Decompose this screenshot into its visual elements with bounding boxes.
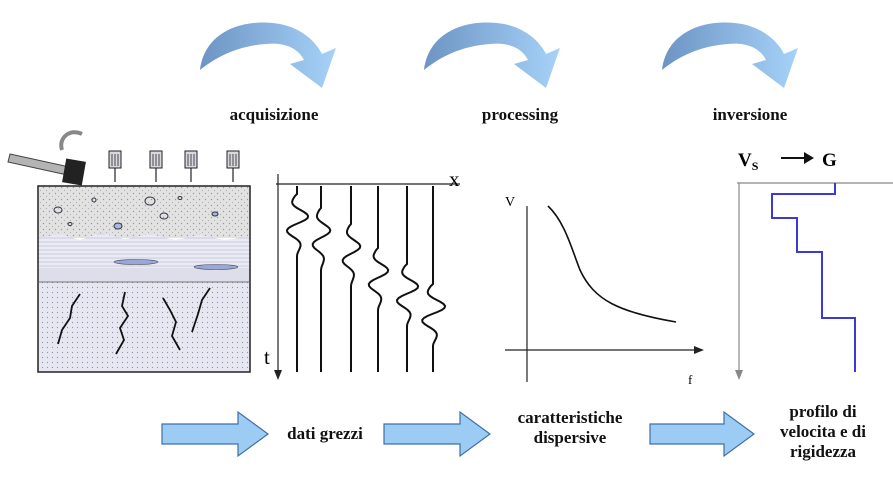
dispersion-curve-plot: V f bbox=[505, 195, 704, 387]
seismic-trace-6 bbox=[422, 186, 445, 372]
seismic-trace-2 bbox=[313, 186, 331, 372]
seismic-trace-1 bbox=[287, 186, 308, 372]
shear-velocity-step-line bbox=[772, 183, 855, 372]
output-label-profile-line3: rigidezza bbox=[758, 442, 888, 462]
output-label-dispersive-line1: caratteristiche bbox=[500, 408, 640, 428]
step-label-acquisizione: acquisizione bbox=[204, 105, 344, 125]
block-arrow-3 bbox=[650, 412, 754, 456]
dispersion-v-label: V bbox=[505, 195, 515, 210]
curved-arrow-inversione bbox=[662, 23, 798, 88]
geophone-icon bbox=[109, 151, 121, 182]
curved-arrow-acquisizione bbox=[200, 23, 336, 88]
geophone-icon bbox=[227, 151, 239, 182]
step-label-inversione: inversione bbox=[680, 105, 820, 125]
output-label-dispersive-line2: dispersive bbox=[500, 428, 640, 448]
step-label-processing: processing bbox=[450, 105, 590, 125]
curved-arrow-processing bbox=[424, 23, 560, 88]
geophone-icon bbox=[185, 151, 197, 182]
dispersion-f-label: f bbox=[688, 372, 693, 387]
profile-vs-label: VS bbox=[738, 150, 759, 173]
output-label-profile: profilo di velocita e di rigidezza bbox=[758, 402, 888, 462]
output-label-profile-line2: velocita e di bbox=[758, 422, 888, 442]
ground-section bbox=[38, 186, 250, 372]
seismic-trace-5 bbox=[397, 186, 418, 372]
profile-g-label: G bbox=[822, 150, 837, 171]
output-label-dispersive: caratteristiche dispersive bbox=[500, 408, 640, 448]
block-arrow-2 bbox=[384, 412, 490, 456]
seismogram-t-label: t bbox=[264, 345, 270, 369]
seismic-trace-4 bbox=[369, 186, 388, 372]
geophone-icon bbox=[150, 151, 162, 182]
block-arrow-1 bbox=[162, 412, 268, 456]
dispersion-curve bbox=[548, 206, 676, 322]
output-label-raw-data: dati grezzi bbox=[270, 424, 380, 444]
hammer-icon bbox=[8, 132, 86, 185]
seismogram: x t bbox=[264, 167, 460, 380]
seismic-trace-3 bbox=[343, 186, 361, 372]
seismogram-x-label: x bbox=[449, 167, 460, 191]
velocity-profile: VS G bbox=[735, 150, 893, 380]
output-label-profile-line1: profilo di bbox=[758, 402, 888, 422]
